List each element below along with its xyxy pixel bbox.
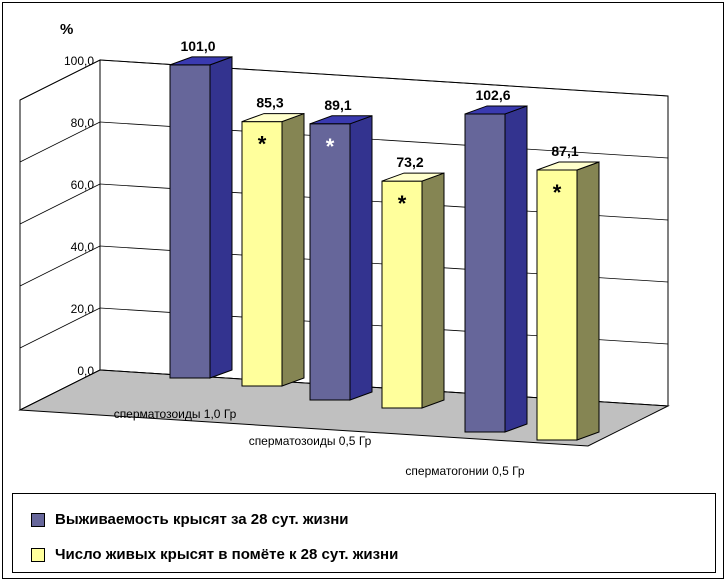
legend-label-litter: Число живых крысят в помёте к 28 сут. жи… xyxy=(55,546,399,563)
legend: Выживаемость крысят за 28 сут. жизни Чис… xyxy=(12,493,716,573)
y-tick-label: 60,0 xyxy=(71,178,95,192)
data-label: 73,2 xyxy=(396,154,423,170)
y-tick-label: 80,0 xyxy=(71,116,95,130)
gridline-side xyxy=(19,183,101,225)
legend-swatch-survival xyxy=(31,512,45,527)
legend-item-litter: Число живых крысят в помёте к 28 сут. жи… xyxy=(31,546,398,563)
bar-litter-0 xyxy=(241,112,305,387)
y-axis-unit-label: % xyxy=(60,21,73,38)
bar-litter-1 xyxy=(381,172,445,409)
bar-top xyxy=(241,113,305,123)
gridline-side xyxy=(19,121,101,163)
significance-marker: * xyxy=(398,191,407,216)
legend-swatch-litter xyxy=(31,547,45,562)
gridline-side xyxy=(19,59,101,101)
chart-plot: 0,0 20,0 40,0 60,0 80,0 100,0 101,0 85,3 * 89,1 *… xyxy=(18,21,670,478)
bar-side xyxy=(281,112,305,387)
y-tick-label: 20,0 xyxy=(71,302,95,316)
bar-side xyxy=(504,105,528,433)
bar-side xyxy=(209,56,233,379)
x-category-label: сперматозоиды 1,0 Гр xyxy=(114,407,237,421)
bar-side xyxy=(576,161,600,441)
bar-survival-2 xyxy=(464,105,528,433)
bar-side xyxy=(349,115,373,401)
bar-front xyxy=(241,121,283,387)
bar-front xyxy=(464,113,506,433)
data-label: 102,6 xyxy=(475,87,510,103)
data-label: 101,0 xyxy=(180,38,215,54)
legend-label-survival: Выживаемость крысят за 28 сут. жизни xyxy=(55,511,349,528)
bar-front xyxy=(169,64,211,379)
side-wall xyxy=(19,59,101,411)
bar-top xyxy=(464,105,528,115)
bar-survival-1 xyxy=(309,115,373,401)
bar-survival-0 xyxy=(169,56,233,379)
bar-top xyxy=(309,115,373,125)
y-tick-label: 0,0 xyxy=(77,364,94,378)
significance-marker: * xyxy=(326,134,335,159)
y-tick-label: 40,0 xyxy=(71,240,95,254)
bar-front xyxy=(536,169,578,441)
data-label: 89,1 xyxy=(324,97,351,113)
bar-side xyxy=(421,172,445,409)
significance-marker: * xyxy=(553,180,562,205)
data-label: 87,1 xyxy=(551,143,578,159)
bar-top xyxy=(536,161,600,171)
bar-front xyxy=(309,123,351,401)
bar-top xyxy=(381,172,445,182)
bar-litter-2 xyxy=(536,161,600,441)
gridline-side xyxy=(19,369,101,411)
data-label: 85,3 xyxy=(256,95,283,111)
bar-top xyxy=(169,56,233,66)
legend-item-survival: Выживаемость крысят за 28 сут. жизни xyxy=(31,511,348,528)
significance-marker: * xyxy=(258,132,267,157)
gridline-side xyxy=(19,245,101,287)
x-category-label: сперматогонии 0,5 Гр xyxy=(405,464,525,478)
y-tick-label: 100,0 xyxy=(64,54,94,68)
x-category-label: сперматозоиды 0,5 Гр xyxy=(249,434,372,448)
gridline-side xyxy=(19,307,101,349)
